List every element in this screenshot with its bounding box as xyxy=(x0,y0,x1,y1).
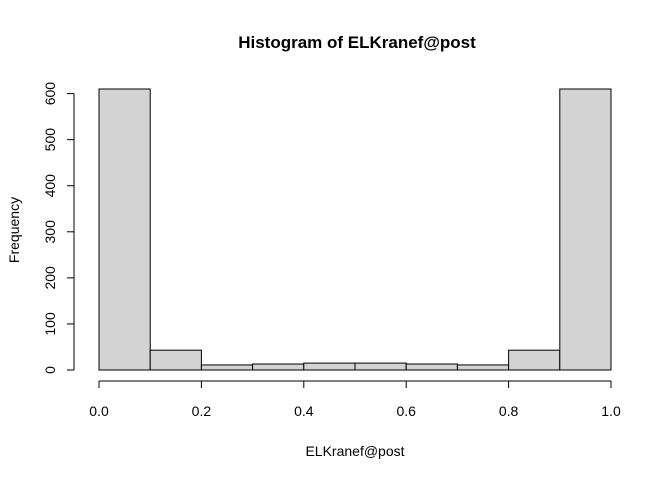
histogram-bar-8 xyxy=(508,349,561,371)
x-tick-label: 0.2 xyxy=(192,403,212,419)
histogram-bar-6 xyxy=(405,363,458,371)
y-tick-label: 500 xyxy=(42,128,58,152)
histogram-bar-3 xyxy=(252,363,305,371)
x-tick-label: 1.0 xyxy=(601,403,621,419)
histogram-bar-4 xyxy=(303,362,356,371)
x-axis: 0.0 0.2 0.4 0.6 0.8 1.0 xyxy=(89,380,621,419)
y-tick-label: 200 xyxy=(42,266,58,290)
y-tick-label: 300 xyxy=(42,220,58,244)
y-axis: 0 100 200 300 400 500 600 xyxy=(42,82,75,374)
x-tick-label: 0.4 xyxy=(294,403,314,419)
y-axis-label: Frequency xyxy=(6,197,22,263)
y-tick-label: 400 xyxy=(42,174,58,198)
y-tick-label: 0 xyxy=(42,366,58,374)
histogram-bar-7 xyxy=(456,364,510,371)
x-axis-label: ELKranef@post xyxy=(305,443,404,459)
y-tick-label: 600 xyxy=(42,82,58,106)
chart-title: Histogram of ELKranef@post xyxy=(238,33,476,52)
x-tick-label: 0.0 xyxy=(89,403,109,419)
x-tick-label: 0.8 xyxy=(499,403,519,419)
bars-group xyxy=(98,88,612,371)
histogram-bar-1 xyxy=(149,349,202,371)
histogram-bar-0 xyxy=(98,88,151,371)
x-tick-label: 0.6 xyxy=(396,403,416,419)
histogram-bar-2 xyxy=(200,364,254,371)
histogram-bar-5 xyxy=(354,362,407,371)
y-tick-label: 100 xyxy=(42,312,58,336)
histogram-bar-9 xyxy=(559,88,612,371)
